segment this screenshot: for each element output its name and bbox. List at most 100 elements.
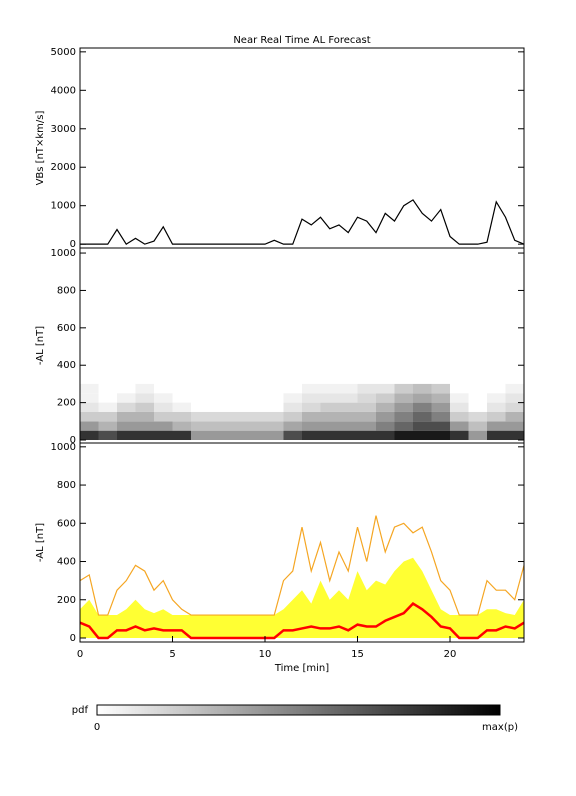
heat-cell (154, 411, 173, 422)
heat-cell (376, 411, 395, 422)
heat-cell (468, 421, 487, 431)
line (79, 601, 525, 640)
heat-cell (376, 430, 395, 441)
heat-cell (450, 393, 469, 403)
colorbar-label: pdf (72, 705, 89, 716)
heat-cell (80, 383, 99, 394)
heat-cell (98, 411, 117, 422)
heat-cell (339, 402, 358, 412)
y-tick-label: 600 (57, 518, 76, 529)
heat-cell (154, 393, 173, 403)
y-tick-label: 600 (57, 323, 76, 334)
heat-cell (80, 402, 99, 412)
heat-cell (80, 411, 99, 422)
heat-cell (265, 421, 284, 431)
heat-cell (302, 393, 321, 403)
y-axis-label: -AL [nT] (35, 523, 46, 562)
heat-cell (117, 421, 136, 431)
heat-cell (117, 393, 136, 403)
heat-cell (246, 411, 265, 422)
heat-cell (357, 402, 376, 412)
heat-cell (172, 421, 191, 431)
heat-cell (376, 393, 395, 403)
y-tick-label: 1000 (51, 201, 76, 212)
heat-cell (209, 430, 228, 441)
y-tick-label: 0 (70, 435, 76, 446)
heat-cell (487, 411, 506, 422)
heat-cell (228, 421, 247, 431)
y-tick-label: 0 (70, 633, 76, 644)
heat-cell (283, 421, 302, 431)
heat-cell (265, 411, 284, 422)
heat-cell (191, 430, 210, 441)
y-axis-label: -AL [nT] (35, 326, 46, 365)
heat-cell (339, 421, 358, 431)
heat-cell (154, 421, 173, 431)
heat-cell (450, 411, 469, 422)
y-tick-label: 400 (57, 360, 76, 371)
heat-cell (394, 393, 413, 403)
heat-cell (413, 430, 432, 441)
heat-cell (80, 393, 99, 403)
heat-cell (172, 402, 191, 412)
heat-cell (320, 430, 339, 441)
heat-cell (357, 411, 376, 422)
heat-cell (98, 421, 117, 431)
heat-cell (135, 411, 154, 422)
heat-cell (135, 393, 154, 403)
heat-cell (228, 411, 247, 422)
colorbar (96, 704, 501, 716)
heat-cell (172, 411, 191, 422)
heat-cell (487, 430, 506, 441)
y-tick-label: 1000 (51, 442, 76, 453)
heat-cell (487, 393, 506, 403)
heat-cell (505, 393, 524, 403)
heat-cell (117, 430, 136, 441)
heat-cell (394, 411, 413, 422)
y-tick-label: 800 (57, 480, 76, 491)
heat-cell (302, 430, 321, 441)
line (80, 199, 525, 245)
heat-cell (339, 430, 358, 441)
heat-cell (394, 383, 413, 394)
heat-cell (431, 402, 450, 412)
heat-cell (302, 411, 321, 422)
x-tick-label: 15 (351, 649, 364, 660)
heat-cell (283, 402, 302, 412)
colorbar-min: 0 (94, 722, 100, 733)
x-axis-label: Time [min] (274, 663, 329, 674)
heat-cell (135, 421, 154, 431)
heat-cell (117, 411, 136, 422)
heat-cell (265, 430, 284, 441)
y-tick-label: 400 (57, 557, 76, 568)
y-tick-label: 200 (57, 595, 76, 606)
heat-cell (431, 411, 450, 422)
heat-cell (413, 383, 432, 394)
heat-cell (283, 430, 302, 441)
heat-cell (357, 430, 376, 441)
y-tick-label: 0 (70, 239, 76, 250)
heat-cell (98, 430, 117, 441)
heat-cell (431, 421, 450, 431)
area (80, 557, 524, 638)
heat-cell (394, 421, 413, 431)
x-tick-label: 20 (444, 649, 457, 660)
heat-cell (431, 430, 450, 441)
heat-cell (320, 393, 339, 403)
y-tick-label: 2000 (51, 162, 76, 173)
colorbar-max: max(p) (482, 722, 518, 733)
heat-cell (302, 402, 321, 412)
y-tick-label: 200 (57, 398, 76, 409)
heat-cell (339, 383, 358, 394)
chart-title: Near Real Time AL Forecast (233, 35, 370, 46)
heat-cell (209, 411, 228, 422)
heat-cell (80, 430, 99, 441)
heat-cell (413, 402, 432, 412)
axes-frame (79, 47, 525, 249)
heat-cell (209, 421, 228, 431)
heat-cell (431, 383, 450, 394)
heat-cell (468, 430, 487, 441)
y-tick-label: 3000 (51, 124, 76, 135)
heat-cell (505, 411, 524, 422)
